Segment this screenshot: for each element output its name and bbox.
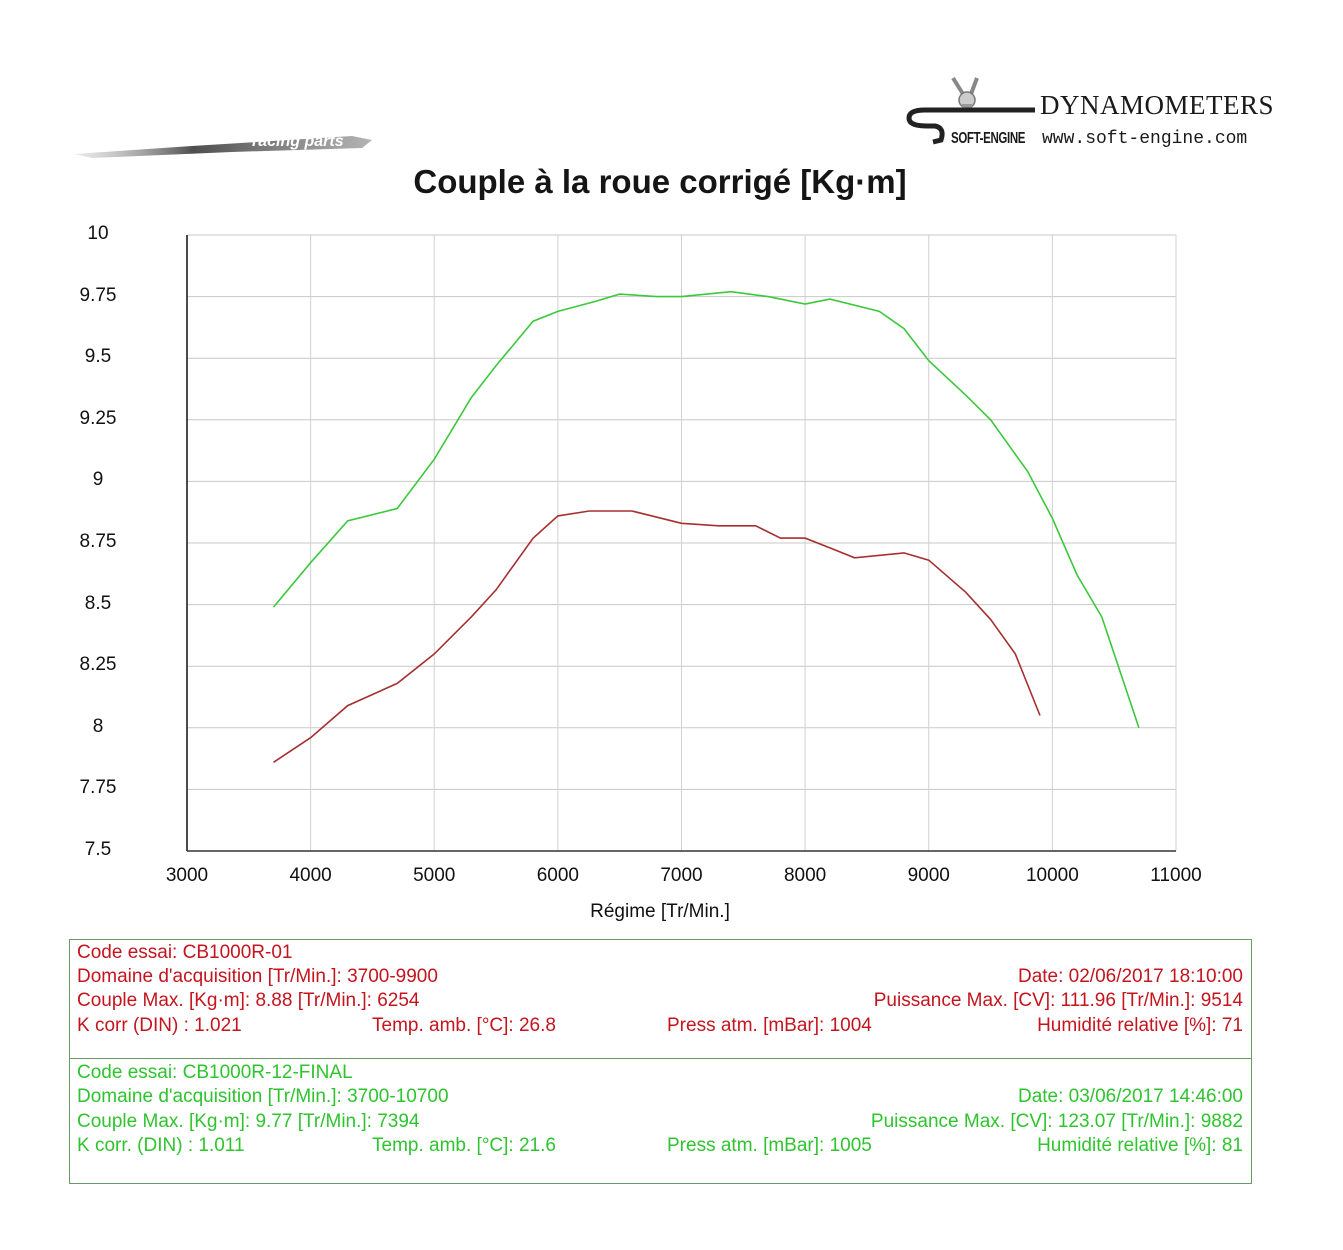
run-couple-max: Couple Max. [Kg·m]: 8.88 [Tr/Min.]: 6254	[77, 990, 420, 1011]
x-tick-label: 3000	[165, 865, 209, 886]
run-code: Code essai: CB1000R-01	[77, 942, 293, 963]
run-info-box-green: Code essai: CB1000R-12-FINAL Domaine d'a…	[69, 1058, 1252, 1184]
brand-sub: SOFT-ENGINE	[951, 130, 1026, 147]
run-puissance: Puissance Max. [CV]: 123.07 [Tr/Min.]: 9…	[870, 1111, 1243, 1132]
x-tick-label: 6000	[536, 865, 580, 886]
run-info-box-red: Code essai: CB1000R-01 Domaine d'acquisi…	[69, 939, 1252, 1059]
y-tick-label: 7.75	[79, 777, 117, 799]
run-kcorr: K corr. (DIN) : 1.011	[77, 1135, 245, 1156]
y-tick-label: 9	[92, 469, 104, 491]
y-tick-label: 8	[92, 715, 104, 737]
x-axis-label: Régime [Tr/Min.]	[590, 901, 730, 922]
y-tick-label: 9.25	[79, 407, 117, 429]
x-tick-label: 10000	[1025, 865, 1079, 886]
x-tick-label: 8000	[783, 865, 827, 886]
run-domain: Domaine d'acquisition [Tr/Min.]: 3700-10…	[77, 1086, 449, 1107]
x-tick-label: 9000	[907, 865, 950, 886]
racing-parts-logo: racing parts	[72, 118, 402, 162]
racing-parts-logo-icon: racing parts	[74, 133, 372, 158]
brand-url: www.soft-engine.com	[1042, 129, 1248, 149]
svg-text:racing parts: racing parts	[252, 133, 344, 150]
chart-grid	[187, 234, 1177, 851]
y-tick-label: 7.5	[84, 839, 112, 860]
soft-engine-logo: SOFT-ENGINE DYNAMOMETERS www.soft-engine…	[905, 60, 1285, 160]
torque-chart	[186, 234, 1177, 852]
x-tick-label: 5000	[413, 865, 456, 886]
run-humidity: Humidité relative [%]: 71	[1037, 1015, 1243, 1036]
y-tick-label: 8.5	[84, 592, 112, 614]
run-code: Code essai: CB1000R-12-FINAL	[77, 1062, 353, 1083]
brand-name: DYNAMOMETERS	[1040, 90, 1275, 120]
y-tick-label: 9.5	[84, 346, 112, 368]
run-humidity: Humidité relative [%]: 81	[1037, 1135, 1243, 1156]
run-domain: Domaine d'acquisition [Tr/Min.]: 3700-99…	[77, 966, 438, 987]
y-tick-label: 10	[87, 223, 109, 244]
y-tick-label: 9.75	[79, 284, 117, 306]
x-tick-label: 11000	[1150, 865, 1202, 886]
run-puissance: Puissance Max. [CV]: 111.96 [Tr/Min.]: 9…	[873, 990, 1243, 1011]
run-press: Press atm. [mBar]: 1004	[667, 1015, 872, 1036]
y-tick-label: 8.75	[79, 531, 117, 552]
run-temp: Temp. amb. [°C]: 21.6	[372, 1135, 556, 1156]
run-date: Date: 03/06/2017 14:46:00	[1017, 1086, 1243, 1107]
run-temp: Temp. amb. [°C]: 26.8	[372, 1015, 556, 1036]
chart-title: Couple à la roue corrigé [Kg·m]	[413, 163, 907, 200]
run-date: Date: 02/06/2017 18:10:00	[1017, 966, 1243, 987]
run-kcorr: K corr (DIN) : 1.021	[77, 1015, 242, 1036]
series-red-line	[273, 510, 1041, 763]
run-press: Press atm. [mBar]: 1005	[667, 1135, 872, 1156]
dynamometer-logo-icon	[906, 76, 1035, 145]
x-tick-label: 7000	[660, 865, 703, 886]
y-tick-label: 8.25	[79, 654, 117, 676]
run-couple-max: Couple Max. [Kg·m]: 9.77 [Tr/Min.]: 7394	[77, 1111, 420, 1132]
x-tick-label: 4000	[289, 865, 332, 886]
series-green-line	[272, 290, 1140, 729]
